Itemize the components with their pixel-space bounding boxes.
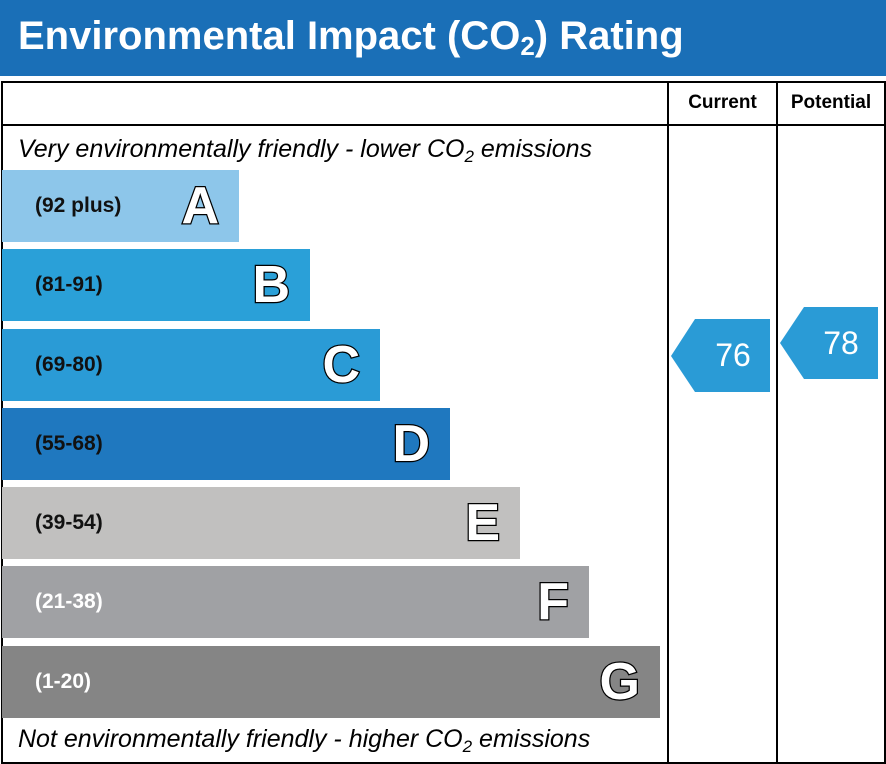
caption-bottom-text-end: emissions [472,725,591,753]
rating-band-b: (81-91) B [2,249,310,321]
caption-bottom-text: Not environmentally friendly - higher CO [18,725,463,753]
caption-top: Very environmentally friendly - lower CO… [18,134,593,166]
title-text-end: ) Rating [534,14,684,58]
potential-rating-value: 78 [823,325,859,361]
column-divider-potential [776,81,778,764]
caption-bottom: Not environmentally friendly - higher CO… [18,724,591,756]
potential-rating-arrow [780,307,878,379]
title-text: Environmental Impact (CO [18,14,521,58]
rating-band-g: (1-20) G [2,646,660,718]
band-range-label: (69-80) [35,353,103,376]
band-range-label: (1-20) [35,670,92,693]
band-letter: A [180,176,220,237]
column-header-potential: Potential [790,92,872,113]
title-subscript: 2 [520,31,535,61]
band-range-label: (92 plus) [35,194,122,217]
band-letter: B [251,255,291,316]
rating-band-a: (92 plus) A [2,170,239,242]
band-letter: E [464,493,501,554]
band-letter: D [391,414,431,475]
caption-bottom-subscript: 2 [462,737,473,756]
band-letter: C [321,335,361,396]
caption-top-subscript: 2 [464,147,474,166]
rating-band-d: (55-68) D [2,408,450,480]
column-header-current: Current [688,92,757,113]
page-title: Environmental Impact (CO2) Rating [18,10,684,62]
header-bar: Environmental Impact (CO2) Rating [0,0,886,76]
band-range-label: (39-54) [35,511,103,534]
caption-top-text: Very environmentally friendly - lower CO [18,135,465,163]
current-rating-value: 76 [715,337,751,373]
current-arrow-shape [671,319,770,392]
rating-band-f: (21-38) F [2,566,589,638]
rating-band-c: (69-80) C [2,329,380,401]
band-letter: F [536,572,570,633]
current-rating-arrow [671,319,770,392]
potential-arrow-shape [780,307,878,379]
band-letter: G [598,652,641,713]
band-range-label: (21-38) [35,590,103,613]
rating-band-e: (39-54) E [2,487,520,559]
caption-top-text-end: emissions [473,135,593,163]
column-divider-current [667,81,669,764]
band-range-label: (81-91) [35,273,103,296]
band-range-label: (55-68) [35,432,103,455]
header-row-divider [1,124,884,126]
